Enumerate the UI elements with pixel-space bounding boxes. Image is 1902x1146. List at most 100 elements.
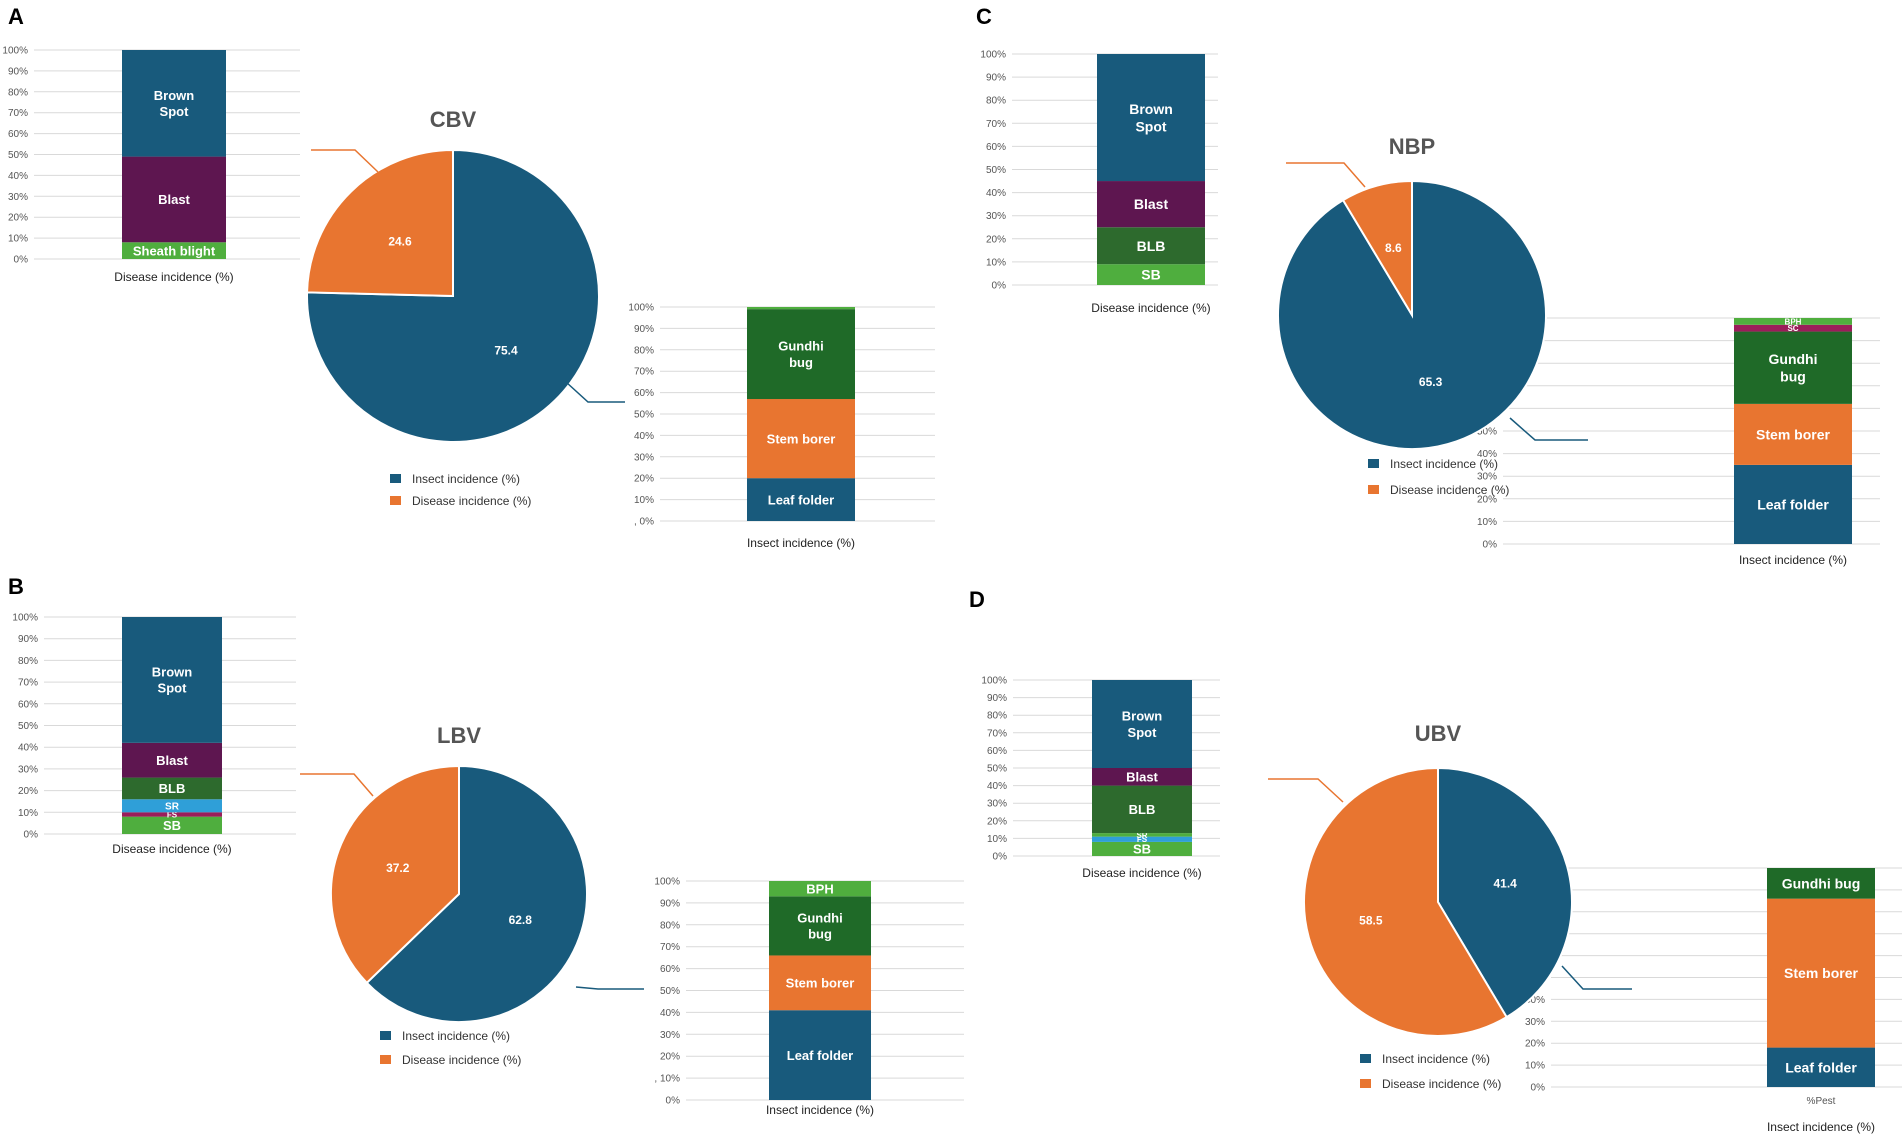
pie-slice-label: 8.6	[1385, 241, 1402, 255]
connector-line	[1509, 417, 1588, 441]
panel-d-disease-segment	[1092, 785, 1192, 834]
panel-a-insect-segment	[747, 309, 855, 400]
panel-d-disease-tick-label: 30%	[987, 799, 1007, 810]
panel-d-insect-tick-label: 0%	[1531, 1083, 1546, 1094]
panel-b-insect-tick-label: 30%	[660, 1030, 680, 1041]
panel-d-insect-segment-label: Gundhi bug	[1782, 875, 1861, 891]
panel-a-insect-segment	[747, 399, 855, 479]
panel-a-disease-segment	[122, 50, 226, 157]
panel-b-insect-tick-label: 50%	[660, 986, 680, 997]
panel-c-disease-tick-label: 20%	[986, 234, 1006, 245]
panel-c-disease-segment-label: Blast	[1134, 196, 1169, 212]
panel-c-insect-segment	[1734, 324, 1852, 332]
panel-b-disease-segment-label-line: Spot	[158, 681, 188, 696]
panel-d-disease-segment	[1092, 833, 1192, 837]
pie-legend: Insect incidence (%) Disease incidence (%…	[380, 1029, 521, 1067]
panel-c-insect-tick-label: 30%	[1477, 472, 1497, 483]
panel-c-insect-stacked-bar: 0%10%20%30%40%50%60%70%80%90%100%Leaf fo…	[1471, 314, 1880, 567]
panel-b-disease-tick-label: 100%	[12, 613, 38, 624]
panel-c-insect-tick-label: 0%	[1483, 540, 1498, 551]
pie-title: LBV	[437, 723, 481, 748]
panel-d-insect-tick-label: 40%	[1525, 995, 1545, 1006]
pie-chart: 65.3 8.6 NBP	[1277, 134, 1547, 450]
panel-b-insect-tick-label: 20%	[660, 1052, 680, 1063]
panel-d-insect-tick-label: 10%	[1525, 1061, 1545, 1072]
panel-d-disease-tick-label: 50%	[987, 764, 1007, 775]
panel-d-insect-segment-label: Stem borer	[1784, 965, 1858, 981]
pie-slice	[1437, 766, 1573, 1019]
panel-c-disease-tick-label: 30%	[986, 211, 1006, 222]
panel-c-insect-tick-label: 50%	[1477, 427, 1497, 438]
connector-line	[565, 381, 625, 403]
pie-legend: Insect incidence (%) Disease incidence (%…	[390, 472, 531, 508]
panel-a-insect-tick-label: 50%	[634, 410, 654, 421]
connector-line	[1286, 162, 1366, 188]
panel-b-insect-tick-label: 90%	[660, 898, 680, 909]
connector-line	[1561, 965, 1632, 990]
panel-b-insect-segment-label: Leaf folder	[787, 1048, 853, 1063]
panel-a-disease-tick-label: 10%	[8, 234, 28, 245]
legend-swatch	[1368, 485, 1379, 494]
panel-a-disease-tick-label: 40%	[8, 171, 28, 182]
panel-b-disease-tick-label: 60%	[18, 699, 38, 710]
legend-swatch	[380, 1031, 391, 1040]
panel-c-disease-segment-label: BLB	[1137, 238, 1166, 254]
panel-a-disease-tick-label: 70%	[8, 108, 28, 119]
panel-d-insect-segment	[1767, 1047, 1875, 1087]
panel-b-disease-tick-label: 20%	[18, 786, 38, 797]
panel-d-insect-category-label: %Pest	[1807, 1096, 1836, 1107]
panel-b-disease-tick-label: 80%	[18, 656, 38, 667]
panel-a-disease-segment-label: Blast	[158, 192, 190, 207]
panel-c-disease-tick-label: 60%	[986, 142, 1006, 153]
panel-a-insect-segment	[747, 307, 855, 310]
legend-label: Insect incidence (%)	[412, 472, 520, 486]
pie-slice-label: 58.5	[1359, 914, 1383, 928]
panel-b-disease-tick-label: 0%	[24, 830, 39, 841]
panel-b-disease-segment-label: Blast	[156, 753, 188, 768]
pie-chart: 62.8 37.2 LBV	[330, 723, 588, 1023]
panel-b-insect-segment	[769, 896, 871, 956]
panel-letter: B	[8, 574, 24, 599]
panel-c-insect-tick-label: 20%	[1477, 494, 1497, 505]
panel-a-insect-segment-label-line: bug	[789, 355, 813, 370]
panel-b-disease-tick-label: 70%	[18, 678, 38, 689]
panel-a-insect-tick-label: 90%	[634, 324, 654, 335]
panel-c-insect-segment	[1734, 331, 1852, 404]
panel-b-disease-segment	[122, 816, 222, 834]
pie-slice	[330, 764, 460, 985]
panel-c-disease-segment-label: SB	[1141, 267, 1160, 283]
panel-c-disease-segment-label-line: Spot	[1135, 118, 1166, 134]
pie-slice-label: 62.8	[509, 913, 533, 927]
panel-a-disease-stacked-bar: 0% 10% 20% 30% 40% 50% 60% 70% 80% 90% 100% Sheath …	[2, 46, 300, 284]
panel-c-disease-tick-label: 50%	[986, 165, 1006, 176]
panel-a-disease-segment	[122, 156, 226, 243]
panel-b-insect-segment	[769, 955, 871, 1011]
panel-letter: A	[8, 4, 24, 29]
pie-slice-label: 75.4	[494, 343, 518, 357]
panel-b-insect-tick-label: 70%	[660, 942, 680, 953]
panel-a-disease-segment	[122, 242, 226, 259]
pie-slice-label: 24.6	[388, 235, 412, 249]
panel-d-insect-tick-label: 20%	[1525, 1039, 1545, 1050]
panel-c-disease-segment-label-line: Brown	[1129, 101, 1173, 117]
panel-c-disease-tick-label: 70%	[986, 119, 1006, 130]
panel-b-insect-tick-label: 80%	[660, 920, 680, 931]
panel-c-disease-tick-label: 80%	[986, 96, 1006, 107]
panel-b-insect-segment	[769, 881, 871, 897]
legend-swatch	[390, 474, 401, 483]
panel-letter: D	[969, 587, 985, 612]
panel-b-insect-tick-label: , 10%	[654, 1074, 680, 1085]
panel-c-disease-tick-label: 10%	[986, 257, 1006, 268]
legend-swatch	[1360, 1079, 1371, 1088]
panel-a-disease-tick-label: 0%	[14, 255, 29, 266]
panel-c-insect-segment	[1734, 318, 1852, 325]
panel-b-insect-segment-label-line: Gundhi	[797, 910, 843, 925]
connector-line	[1268, 778, 1344, 803]
pie-slice-label: 65.3	[1419, 375, 1443, 389]
panel-letter: C	[976, 4, 992, 29]
panel-d-disease-tick-label: 100%	[981, 676, 1007, 687]
panel-d-disease-segment	[1092, 836, 1192, 842]
panel-a-insect-tick-label: 40%	[634, 431, 654, 442]
